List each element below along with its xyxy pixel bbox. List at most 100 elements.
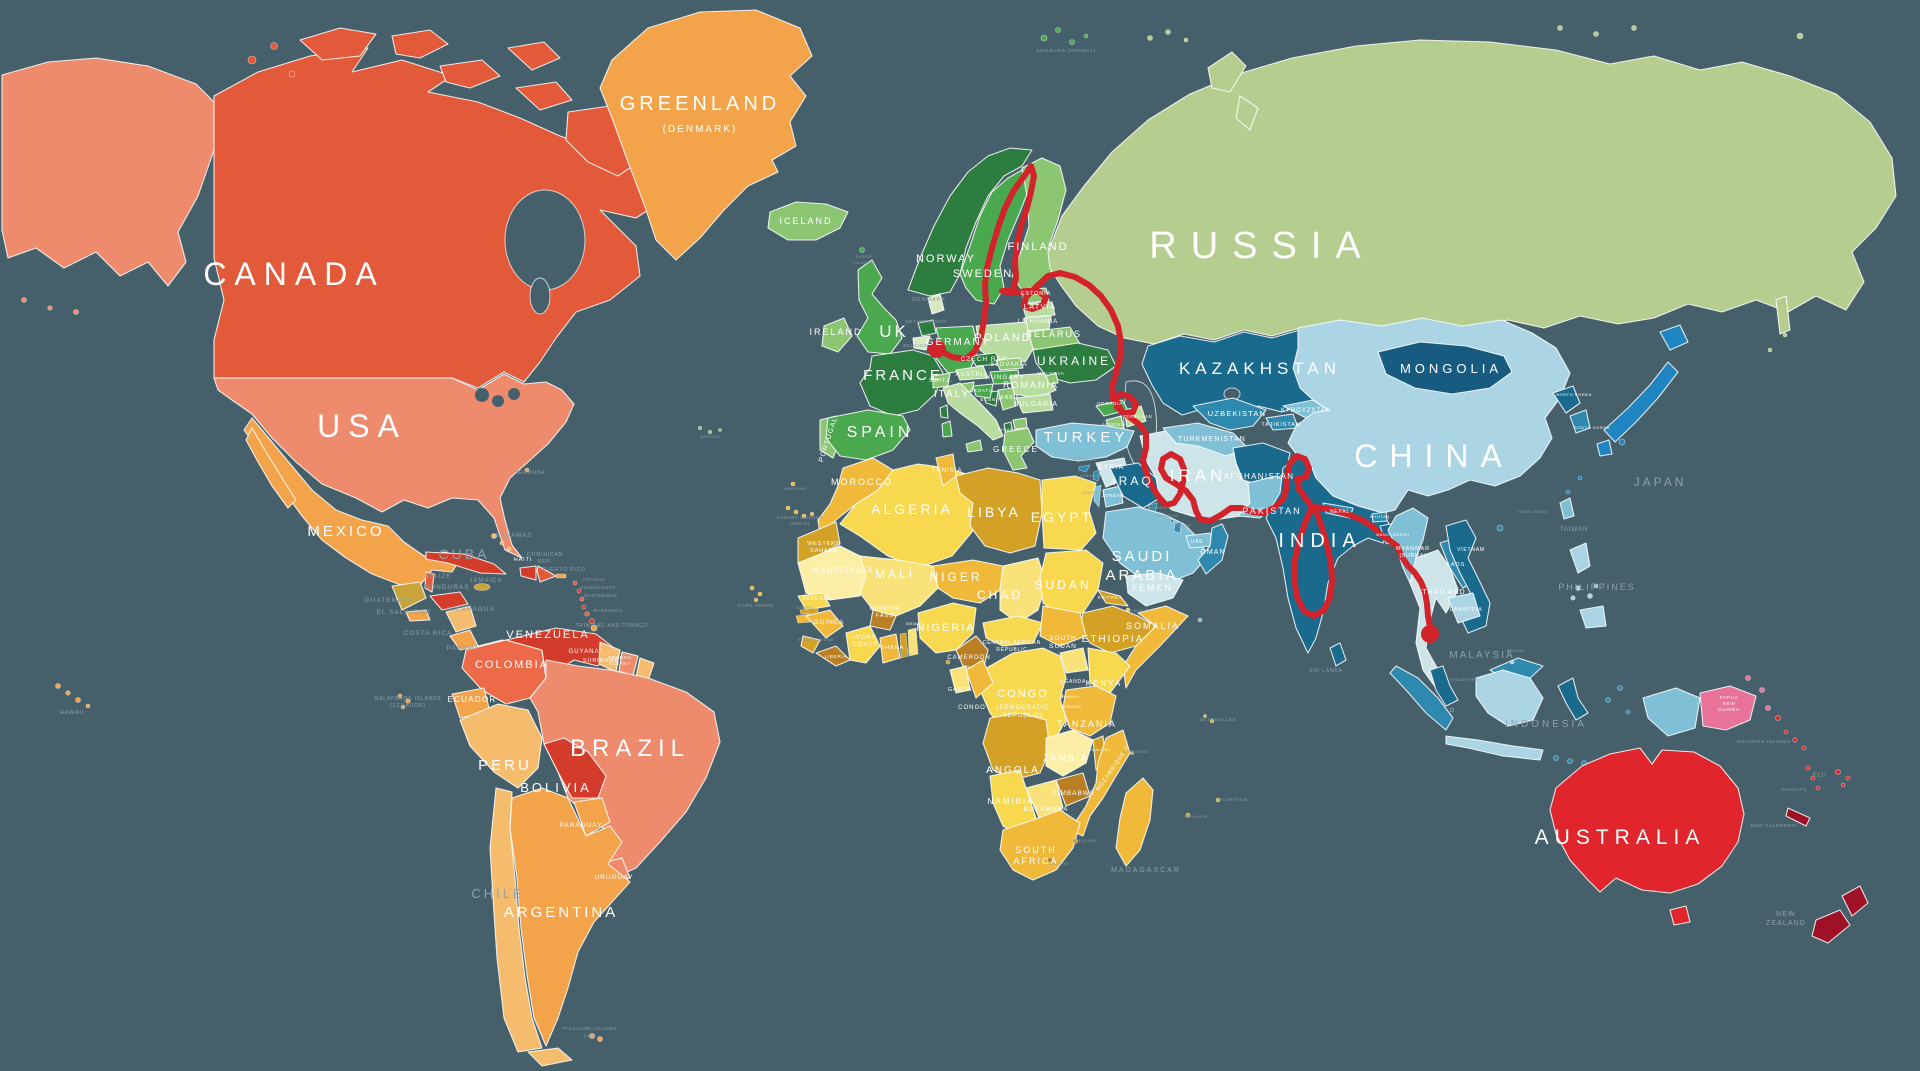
label-new: NEW [1776,911,1796,918]
country-belize [424,571,435,593]
country-puerto-rico [555,573,567,579]
label-russia: RUSSIA [1149,225,1374,267]
new-zealand-north-island [1841,885,1869,917]
label-eritrea: ERITREA [1098,595,1122,600]
label-guatemala: GUATEMALA [365,597,414,604]
country-cambodia [1447,592,1481,624]
hainan [1496,524,1504,532]
atlantic-islands [697,425,815,603]
country-alaska [1,57,215,287]
label-zambia: ZAMBIA [1043,753,1089,763]
country-norway [907,147,1033,297]
sulawesi [1557,677,1589,721]
country-niger [932,559,1004,604]
label-western: WESTERN [807,541,841,547]
country-iceland [767,201,849,241]
travel-route [928,163,1439,643]
country-kenya [1087,647,1131,694]
label-africa: AFRICA [1013,856,1058,866]
country-guatemala [391,581,427,611]
label-yemen: YEMEN [1131,583,1173,593]
country-taiwan [1559,497,1575,520]
label-brazil: BRAZIL [570,735,690,762]
label-zimbabwe: ZIMBABWE [1053,790,1096,797]
country-papua-new-guinea [1699,685,1757,731]
country-paraguay [573,797,611,837]
country-russia [1047,39,1897,345]
country-guinea [805,609,844,639]
russia-group [1047,25,1897,353]
label-burundi: BURUNDI [1061,705,1082,709]
label-hungary: HUNGARY [985,374,1024,381]
label-bangladesh: BANGLADESH [1376,532,1409,537]
label-australia: AUSTRALIA [1535,826,1706,849]
label-uzbekistan: UZBEKISTAN [1208,409,1267,418]
tierra-del-fuego [527,1047,573,1067]
label-uk: UK [879,322,909,341]
faroe-islands [859,247,865,253]
label-coast: COAST [852,642,878,648]
country-argentina [509,787,631,1047]
label-tunisia: TUNISIA [932,468,963,474]
africa [697,425,1221,881]
country-lesotho [1047,857,1053,863]
label-jamaica: JAMAICA [469,578,502,584]
label-greenland: GREENLAND [620,93,780,115]
label-spain: SPAIN [847,424,914,441]
novaya-zemlya [1207,51,1247,93]
country-uzbekistan [1192,397,1267,431]
label-canada: CANADA [203,256,384,292]
label-liberia: LIBERIA [825,654,847,659]
label-morocco: MOROCCO [831,477,893,487]
label-syria: SYRIA [1098,464,1125,471]
label-jordan: JORDAN [1102,493,1125,498]
label-turkmenistan: TURKMENISTAN [1178,436,1246,443]
equatorial-guinea [945,659,951,665]
label-faroe: FAROE [856,254,873,259]
label-nigeria: NIGERIA [916,622,975,634]
label-switz: SWITZ. [929,378,953,384]
label-papua: PAPUA [1720,695,1739,700]
hawaii-islands [55,683,91,709]
hudson-bay [504,189,586,291]
label-el-salvador: EL SALVADOR [377,609,432,616]
country-jordan [1102,485,1124,508]
label-spain: (SPAIN) [790,521,810,526]
country-cuba [425,551,507,575]
country-serbia [997,387,1017,411]
label-chad: CHAD [977,588,1023,602]
country-swaziland [1072,838,1078,844]
country-sri-lanka [1329,642,1347,667]
country-croatia [972,383,994,399]
label-sri-lanka: SRI LANKA [1309,668,1342,674]
label-sierra-leone: SIERRA LEONE [798,637,835,642]
label-democratic: (DEMOCRATIC [997,705,1050,711]
label-costa-rica: COSTA RICA [404,630,453,637]
label-ukraine: UKRAINE [1037,354,1111,368]
label-kyrgyzstan: KYRGYZSTAN [1281,408,1331,414]
country-mongolia [1377,341,1513,395]
label-senegal: SENEGAL [802,596,831,602]
country-lebanon [1092,469,1101,482]
label-slovakia: SLOVAKIA [990,362,1027,368]
label-paraguay: PARAGUAY [559,822,602,829]
label-taiwan: TAIWAN [1560,527,1589,533]
label-bolivia: BOLIVIA [520,780,592,795]
tasmania [1669,905,1691,926]
country-qatar [1173,521,1182,534]
route-end-dot [1421,625,1439,643]
label-serbia: SERBIA [996,395,1019,401]
label-finland: FINLAND [1007,241,1068,253]
label-cyprus: CYPRUS [1074,457,1097,462]
south-america [397,627,721,1067]
fiji-islands [1835,769,1851,788]
novaya-zemlya-south [1235,95,1259,131]
country-yemen [1125,572,1184,607]
label-martinique: MARTINIQUE [584,593,617,598]
singapore [1449,707,1455,713]
label-myanmar: MYANMAR [1396,546,1430,552]
label-denmark: (DENMARK) [663,124,738,135]
label-vanuatu: VANUATU [1781,787,1807,792]
label-india: INDIA [1278,530,1361,552]
